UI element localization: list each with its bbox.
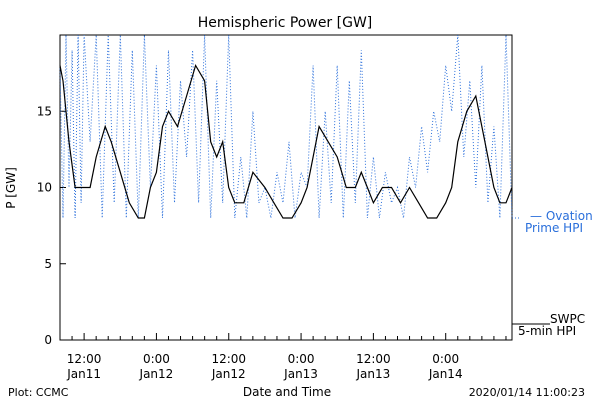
series-layer	[59, 34, 520, 219]
series-ovation-line	[59, 34, 513, 219]
x-axis-label: Date and Time	[243, 385, 331, 399]
footer-timestamp: 2020/01/14 11:00:23	[469, 386, 585, 399]
y-tick-label: 5	[44, 257, 52, 271]
x-tick-label-date: Jan12	[211, 367, 246, 381]
x-tick-label-time: 12:00	[67, 352, 102, 366]
plot-frame	[59, 34, 513, 341]
series-swpc-line	[59, 64, 513, 219]
x-tick-label-time: 0:00	[143, 352, 170, 366]
x-tick-label-time: 0:00	[288, 352, 315, 366]
x-axis: 12:00Jan110:00Jan1212:00Jan120:00Jan1312…	[59, 333, 507, 381]
x-tick-label-time: 0:00	[432, 352, 459, 366]
legend-swpc-line1: SWPC	[550, 312, 585, 326]
x-tick-label-date: Jan12	[139, 367, 174, 381]
y-tick-label: 0	[44, 333, 52, 347]
y-axis-label: P [GW]	[4, 167, 18, 209]
x-tick-label-date: Jan13	[355, 367, 390, 381]
legend-swpc-line2: 5-min HPI	[518, 324, 576, 338]
y-axis: 0 5 10 15	[37, 104, 66, 347]
legend-ovation-line1: — Ovation	[530, 209, 593, 223]
x-tick-label-date: Jan11	[66, 367, 101, 381]
x-tick-label-time: 12:00	[211, 352, 246, 366]
legend-swpc: SWPC 5-min HPI	[512, 312, 585, 338]
footer-credit: Plot: CCMC	[8, 386, 69, 399]
chart-title: Hemispheric Power [GW]	[198, 15, 373, 31]
legend-ovation-line2: Prime HPI	[525, 221, 583, 235]
x-tick-label-time: 12:00	[356, 352, 391, 366]
y-tick-label: 15	[37, 104, 52, 118]
legend-ovation: — Ovation Prime HPI	[525, 209, 593, 235]
x-tick-label-date: Jan14	[428, 367, 463, 381]
y-tick-label: 10	[37, 181, 52, 195]
x-tick-label-date: Jan13	[283, 367, 318, 381]
